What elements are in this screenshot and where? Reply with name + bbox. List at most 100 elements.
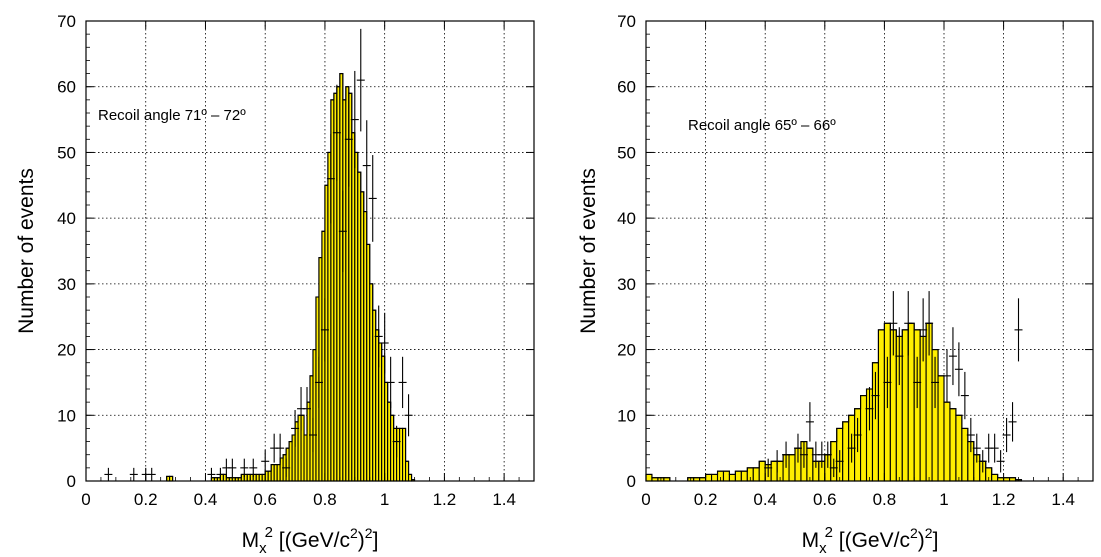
left-data-point [249,458,258,478]
right-chart-panel: 0 0.2 0.4 0.6 0.8 1 1.2 1.4 0 10 20 30 40 50 60 70 Reco… [577,12,1094,557]
right-y-tick-label: 50 [617,143,636,162]
left-y-tick-label: 50 [57,143,76,162]
left-x-tick-label: 0.2 [134,490,158,509]
left-data-point [276,433,285,463]
right-histogram-bin [705,473,713,482]
left-y-tick-label: 70 [57,12,76,31]
right-data-point [1002,417,1011,453]
left-data-point [374,305,383,368]
right-data-point [978,450,987,473]
left-data-point [332,84,341,181]
right-x-title-main: M [802,529,820,552]
right-y-tick-label: 40 [617,209,636,228]
left-data-point [326,134,335,224]
left-data-point [398,356,407,409]
right-histogram-bin [877,329,885,482]
left-data-point [207,467,216,481]
right-x-tick-label: 1.2 [992,490,1016,509]
left-data-point [320,298,329,362]
right-histogram-outline [645,322,1023,482]
left-data-point [392,425,401,458]
left-data-point [228,458,237,478]
right-histogram-bin [728,473,736,482]
right-x-title-units-sup: 2 [910,525,918,541]
left-y-tick-label: 40 [57,209,76,228]
right-data-point [793,433,802,463]
right-x-tick-label: 0 [641,490,650,509]
left-x-tick-label: 0.8 [313,490,337,509]
right-histogram-bin [806,447,814,482]
right-axis-ticks: 0 0.2 0.4 0.6 0.8 1 1.2 1.4 0 10 20 30 40 50 60 70 [617,12,1094,509]
left-data-point [261,450,270,473]
left-x-title-units-c: ] [373,529,379,552]
right-x-title-sup: 2 [825,524,833,541]
right-x-tick-label: 0.4 [753,490,777,509]
right-data-point [948,327,957,386]
left-x-title-units-sup: 2 [350,525,358,541]
right-histogram-bin [734,470,742,482]
right-histogram-bin [943,401,951,482]
right-x-tick-label: 1.4 [1051,490,1075,509]
left-data-point [368,155,377,242]
left-x-title-units-a: [(GeV/c [273,529,350,552]
left-axis-ticks: 0 0.2 0.4 0.6 0.8 1 1.2 1.4 0 10 20 30 40 50 60 70 [57,12,535,509]
right-histogram-bin [961,427,969,482]
left-data-point [404,394,413,437]
left-data-point [104,467,113,481]
right-data-point [883,356,892,409]
right-histogram-bin [740,470,748,482]
right-histogram-bin [955,414,963,482]
right-data-point [782,441,791,468]
right-annotation: Recoil angle 65º – 66º [688,117,836,134]
right-y-tick-label: 60 [617,78,636,97]
right-histogram-bin [901,329,909,482]
left-data-point [303,387,312,431]
left-y-tick-label: 10 [57,406,76,425]
left-x-title-units-sup2: 2 [365,525,373,541]
right-data-point [764,458,773,478]
right-data-point [913,356,922,409]
left-grid [86,21,534,481]
right-data-point [805,402,814,442]
right-data-point [990,433,999,463]
right-data-point [966,417,975,453]
left-data-point [338,190,347,273]
right-data-point [942,349,951,403]
left-data-point [282,458,291,478]
right-x-title-sub: x [819,540,827,557]
right-data-point [889,291,898,356]
left-chart-panel: 0 0.2 0.4 0.6 0.8 1 1.2 1.4 0 10 20 30 40 50 60 70 Reco… [15,12,535,557]
right-data-point [919,298,928,362]
left-data-point [291,410,300,447]
right-x-title-units-b: ) [918,529,925,552]
right-data-point [954,342,963,397]
right-histogram-bin [711,473,719,482]
right-x-title-units-c: ] [933,529,939,552]
left-histogram [166,73,416,482]
left-data-point [362,120,371,211]
left-x-tick-label: 1 [380,490,389,509]
right-data-point [1008,402,1017,442]
left-y-tick-label: 60 [57,78,76,97]
right-data-point [829,458,838,478]
left-data-point [129,467,138,481]
right-data-point [847,433,856,463]
right-x-tick-label: 0.8 [873,490,897,509]
right-data-point [895,327,904,386]
right-data-point [799,441,808,468]
right-histogram-bin [722,470,730,482]
right-histogram-bin [937,375,945,482]
right-data-point [823,441,832,468]
left-data-point [314,356,323,409]
right-data-point [904,291,913,356]
right-histogram-bin [752,467,760,482]
right-histogram-bin [770,460,778,482]
right-y-tick-label: 20 [617,341,636,360]
left-x-title-units-b: ) [358,529,365,552]
right-y-tick-label: 0 [627,472,636,491]
right-data-point [835,450,844,473]
left-x-tick-label: 0.6 [253,490,277,509]
right-x-title-units-sup2: 2 [925,525,933,541]
right-histogram-bin [907,322,915,482]
